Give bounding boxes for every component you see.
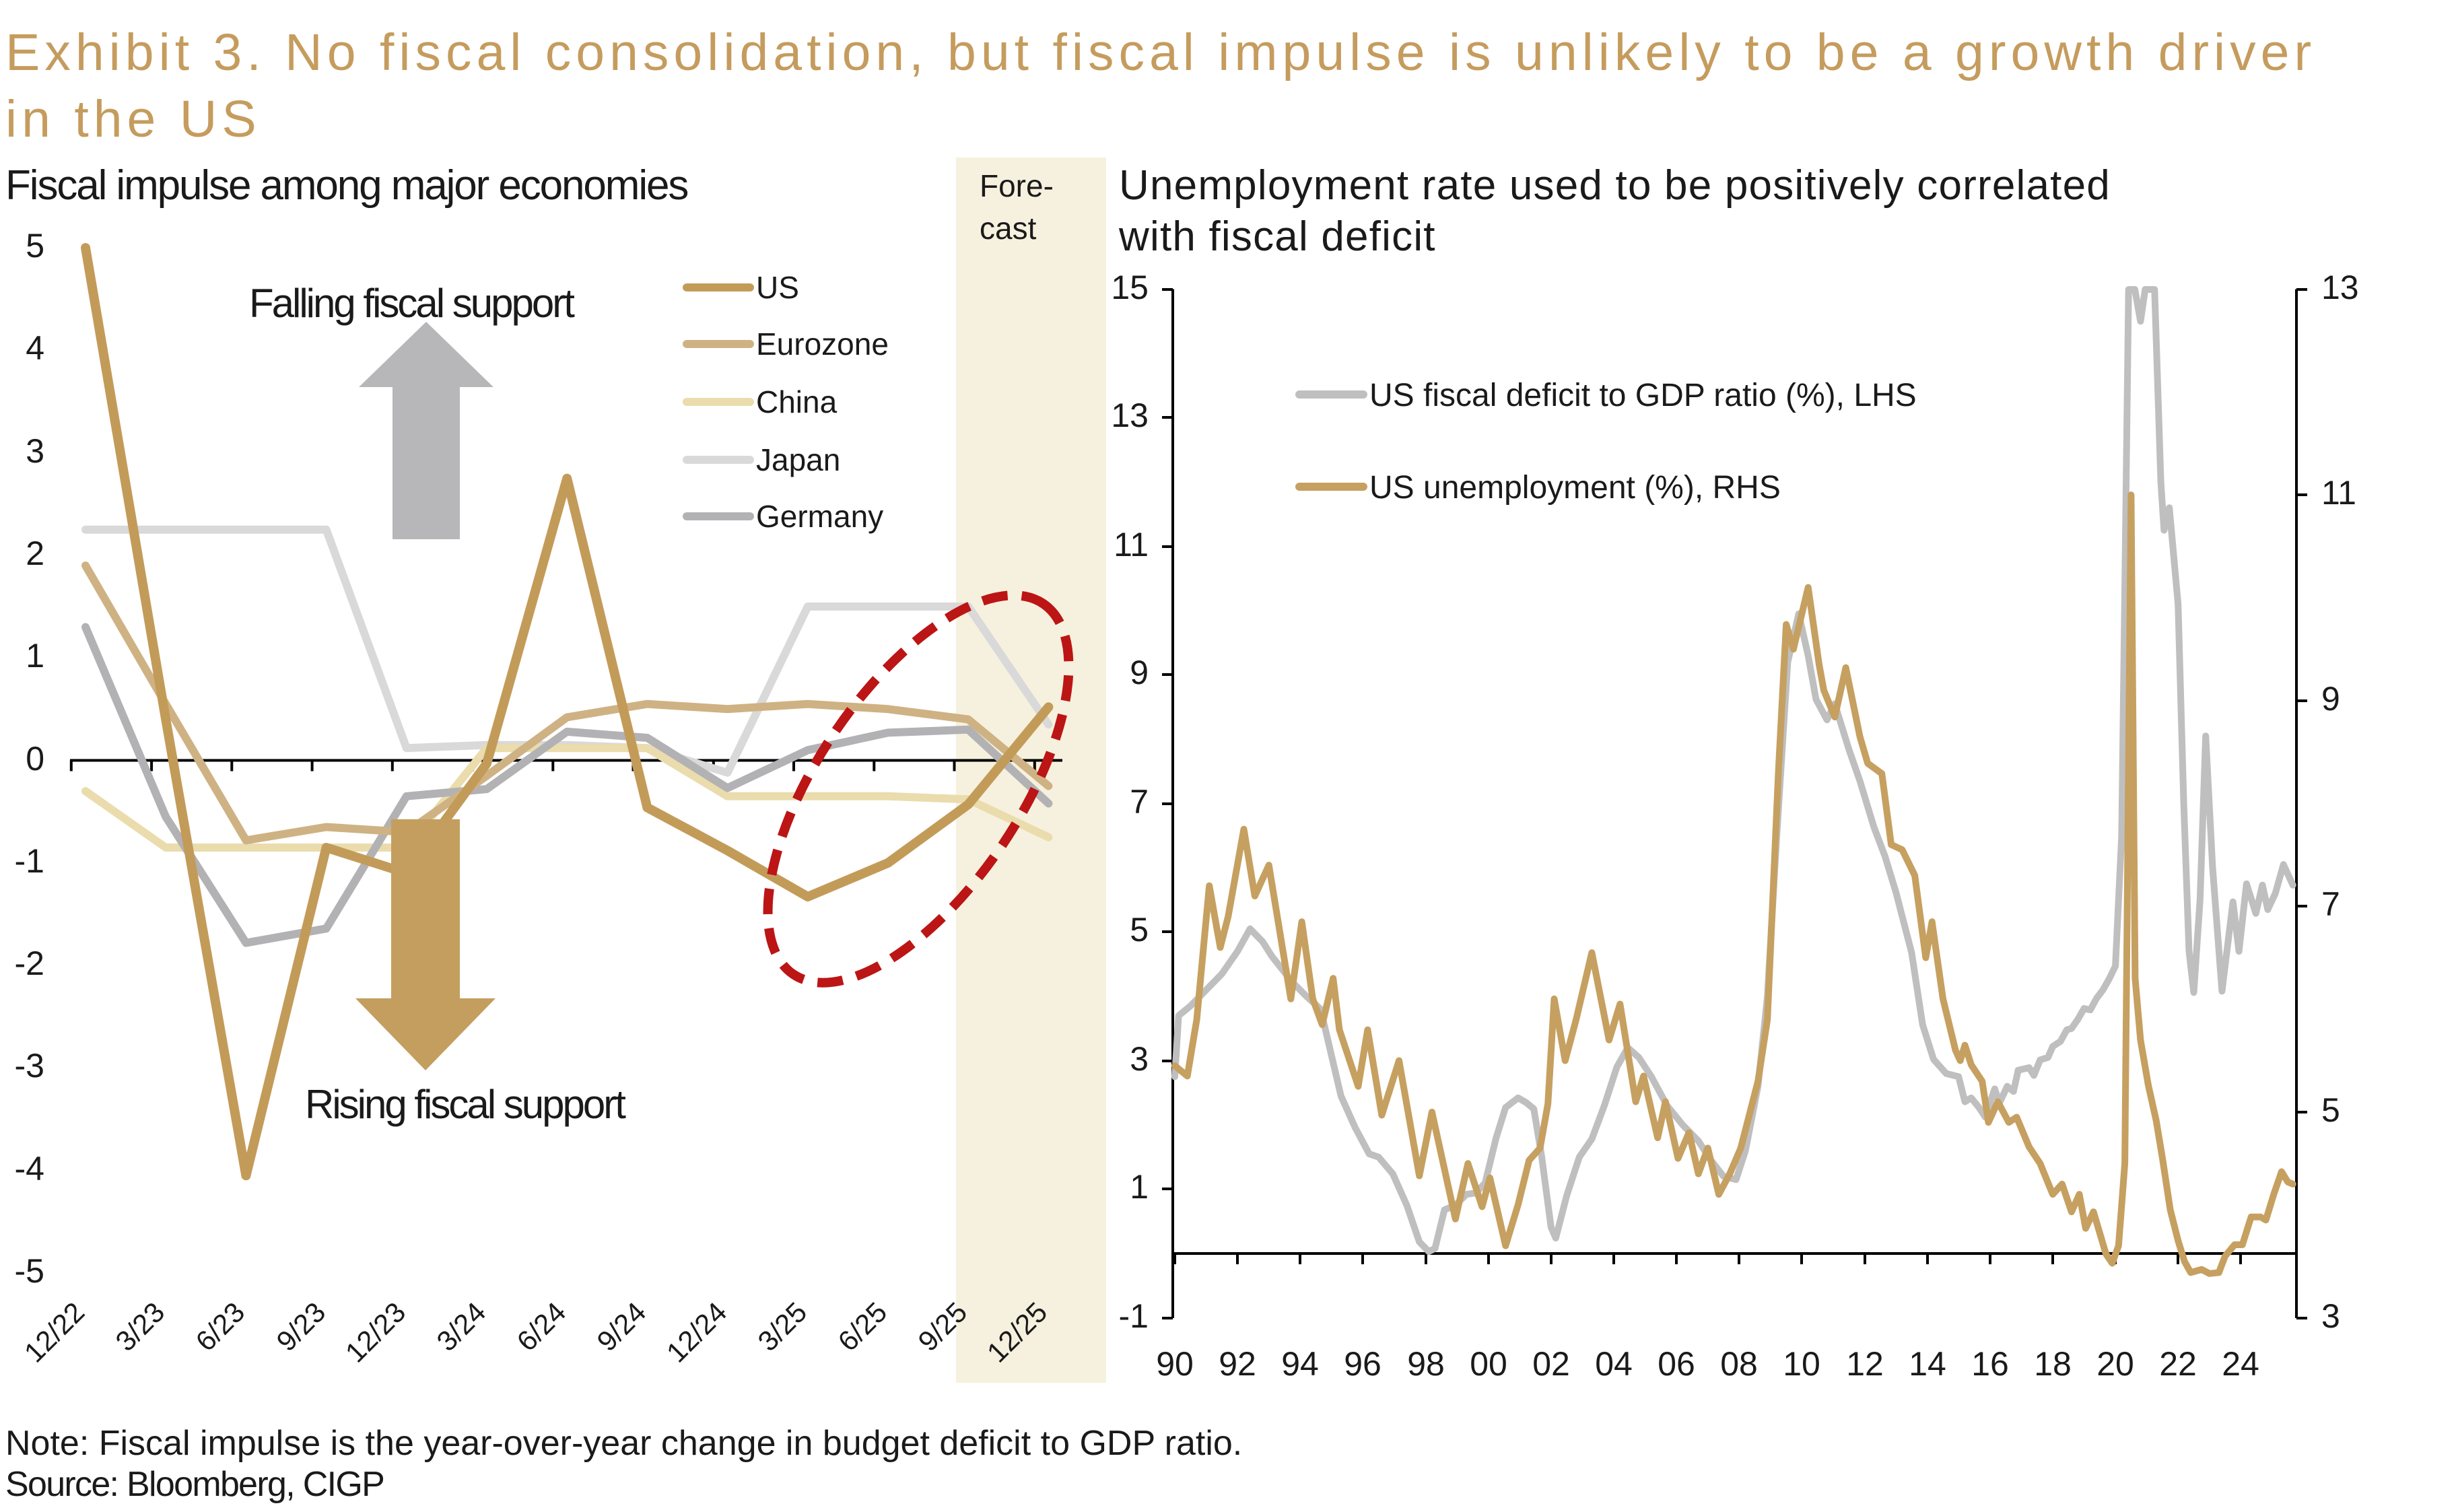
svg-text:18: 18: [2034, 1345, 2072, 1383]
svg-text:02: 02: [1532, 1345, 1570, 1383]
svg-text:Rising fiscal support: Rising fiscal support: [305, 1082, 626, 1127]
svg-text:Exhibit 3. No fiscal consolida: Exhibit 3. No fiscal consolidation, but …: [5, 24, 2316, 81]
svg-text:Source: Bloomberg, CIGP: Source: Bloomberg, CIGP: [5, 1465, 384, 1504]
svg-text:06: 06: [1658, 1345, 1695, 1383]
svg-text:15: 15: [1111, 269, 1149, 306]
svg-text:98: 98: [1407, 1345, 1445, 1383]
svg-text:Fore-: Fore-: [980, 168, 1054, 203]
svg-text:5: 5: [26, 227, 44, 265]
svg-text:14: 14: [1909, 1345, 1946, 1383]
svg-text:Note: Fiscal impulse is the ye: Note: Fiscal impulse is the year-over-ye…: [5, 1424, 1242, 1463]
svg-text:2: 2: [26, 535, 44, 572]
svg-text:92: 92: [1219, 1345, 1256, 1383]
svg-text:Eurozone: Eurozone: [756, 327, 889, 362]
svg-text:5: 5: [2321, 1091, 2340, 1129]
svg-text:5: 5: [1130, 911, 1149, 949]
svg-text:7: 7: [2321, 885, 2340, 923]
svg-text:US fiscal deficit to GDP ratio: US fiscal deficit to GDP ratio (%), LHS: [1369, 378, 1917, 413]
svg-text:13: 13: [1111, 397, 1149, 434]
svg-text:Fiscal impulse among major eco: Fiscal impulse among major economies: [5, 162, 687, 209]
svg-text:04: 04: [1595, 1345, 1633, 1383]
svg-text:16: 16: [1971, 1345, 2009, 1383]
svg-text:20: 20: [2096, 1345, 2134, 1383]
svg-text:9: 9: [1130, 654, 1149, 691]
svg-text:10: 10: [1783, 1345, 1820, 1383]
svg-text:-4: -4: [15, 1150, 44, 1188]
svg-text:12: 12: [1846, 1345, 1884, 1383]
svg-text:US: US: [756, 270, 799, 305]
svg-text:US unemployment (%), RHS: US unemployment (%), RHS: [1369, 470, 1781, 506]
svg-text:94: 94: [1281, 1345, 1319, 1383]
svg-text:Unemployment rate used to be p: Unemployment rate used to be positively …: [1119, 162, 2111, 209]
svg-text:3: 3: [1130, 1040, 1149, 1078]
svg-text:1: 1: [1130, 1168, 1149, 1206]
svg-text:3: 3: [2321, 1297, 2340, 1335]
svg-text:11: 11: [1114, 526, 1149, 563]
svg-text:Falling fiscal support: Falling fiscal support: [249, 281, 575, 326]
svg-text:cast: cast: [980, 211, 1037, 246]
svg-text:0: 0: [26, 740, 44, 778]
svg-text:00: 00: [1470, 1345, 1507, 1383]
svg-text:-1: -1: [15, 842, 44, 880]
svg-text:90: 90: [1156, 1345, 1194, 1383]
svg-text:13: 13: [2321, 269, 2359, 306]
svg-text:11: 11: [2321, 474, 2356, 512]
svg-text:9: 9: [2321, 680, 2340, 718]
svg-text:China: China: [756, 384, 838, 419]
svg-text:3: 3: [26, 432, 44, 470]
svg-text:4: 4: [26, 329, 44, 367]
svg-text:in the US: in the US: [5, 90, 261, 148]
svg-text:22: 22: [2159, 1345, 2197, 1383]
svg-text:96: 96: [1344, 1345, 1382, 1383]
svg-text:Japan: Japan: [756, 442, 840, 477]
svg-text:Germany: Germany: [756, 499, 883, 534]
svg-text:7: 7: [1130, 783, 1149, 821]
svg-text:-5: -5: [15, 1252, 44, 1290]
svg-text:24: 24: [2222, 1345, 2259, 1383]
svg-text:-2: -2: [15, 944, 44, 982]
svg-text:-3: -3: [15, 1047, 44, 1085]
svg-text:with fiscal deficit: with fiscal deficit: [1118, 213, 1436, 260]
svg-text:08: 08: [1720, 1345, 1758, 1383]
svg-text:1: 1: [26, 637, 44, 675]
svg-text:-1: -1: [1119, 1297, 1149, 1335]
